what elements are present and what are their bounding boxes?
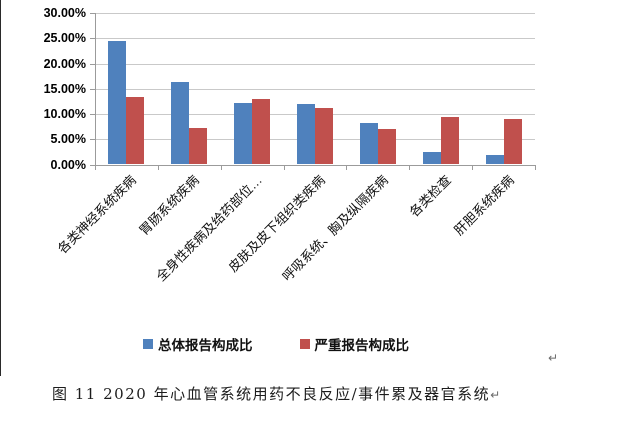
y-axis-tick <box>90 139 95 141</box>
bar <box>126 96 145 165</box>
x-axis-category-label: 各类神经系统疾病 <box>55 172 140 257</box>
paragraph-mark: ↵ <box>490 388 501 402</box>
bar <box>189 128 208 165</box>
paragraph-mark: ↵ <box>548 351 559 365</box>
gridline <box>95 63 535 65</box>
y-axis-tick-label: 25.00% <box>43 31 86 46</box>
y-axis-tick <box>90 38 95 40</box>
bar-chart: 0.00% 5.00% 10.00% 15.00% 20.00% 25.00% 30.00%… <box>43 6 536 285</box>
y-axis-tick-label: 20.00% <box>43 56 86 71</box>
bar <box>422 152 441 165</box>
x-axis-tick <box>409 164 411 170</box>
figure-caption-text: 图 11 2020 年心血管系统用药不良反应/事件累及器官系统 <box>52 385 491 403</box>
x-axis-tick <box>95 164 96 170</box>
legend-item: 严重报告构成比 <box>299 334 410 354</box>
chart-legend: 总体报告构成比 严重报告构成比 <box>143 334 409 354</box>
x-axis-category-label: 皮肤及皮下组织类疾病 <box>225 172 328 275</box>
legend-item: 总体报告构成比 <box>143 334 253 354</box>
x-axis-category-label: 各类检查 <box>406 172 454 220</box>
y-axis-tick-label: 10.00% <box>43 107 86 121</box>
y-axis-tick-label: 5.00% <box>50 132 86 147</box>
x-axis-tick <box>220 164 222 170</box>
x-axis-line <box>95 164 536 166</box>
x-axis-tick <box>535 164 536 170</box>
bar <box>485 155 504 165</box>
x-axis-tick <box>157 164 159 170</box>
bar <box>252 98 271 165</box>
y-axis-tick <box>90 63 95 65</box>
y-axis-tick <box>90 13 95 14</box>
legend-label: 总体报告构成比 <box>158 338 253 353</box>
x-axis-category-label: 胃肠系统疾病 <box>136 172 203 239</box>
bar <box>108 41 127 165</box>
legend-swatch-icon <box>299 339 310 349</box>
bar <box>234 102 253 165</box>
y-axis-tick <box>90 114 95 115</box>
x-axis-category-label: 呼吸系统、胸及纵隔疾病 <box>279 172 391 285</box>
page-edge-line <box>0 0 1 376</box>
gridline <box>95 88 535 90</box>
gridline <box>95 13 535 14</box>
y-axis-tick-label: 15.00% <box>43 81 86 96</box>
legend-label: 严重报告构成比 <box>314 338 410 353</box>
y-axis-tick <box>90 164 95 166</box>
bar <box>440 116 459 165</box>
y-axis-tick <box>90 88 95 90</box>
x-axis-category-label: 全身性疾病及给药部位… <box>153 172 266 285</box>
y-axis-tick-label: 30.00% <box>43 6 86 20</box>
bar <box>359 122 378 165</box>
gridline <box>95 38 535 40</box>
y-axis-tick-label: 0.00% <box>50 157 86 172</box>
bar <box>171 82 190 165</box>
bar <box>315 107 333 165</box>
figure-caption: 图 11 2020 年心血管系统用药不良反应/事件累及器官系统↵ <box>52 383 500 404</box>
bar <box>297 103 315 165</box>
bar <box>503 119 522 165</box>
legend-swatch-icon <box>143 339 153 349</box>
x-axis-tick <box>472 164 474 170</box>
y-axis-line <box>95 13 96 165</box>
x-axis-tick <box>283 164 285 170</box>
x-axis-category-label: 肝胆系统疾病 <box>450 172 517 239</box>
x-axis-tick <box>346 164 348 170</box>
bar <box>377 128 396 165</box>
